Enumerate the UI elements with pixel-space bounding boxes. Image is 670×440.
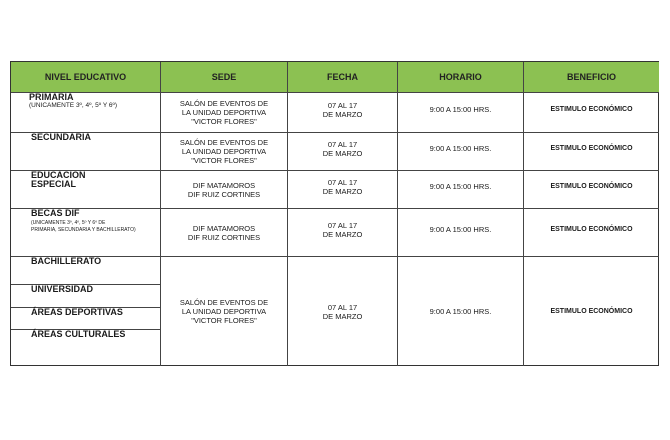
cell-text: 9:00 A 15:00 HRS. [429, 182, 492, 191]
nivel-cell: PRIMARIA (UNICAMENTE 3º, 4º, 5º Y 6º) [11, 93, 161, 133]
cell-text: SALÓN DE EVENTOS DE [179, 298, 269, 307]
sede-cell: DIF MATAMOROS DIF RUIZ CORTINES [161, 171, 288, 209]
header-beneficio: BENEFICIO [524, 62, 659, 93]
nivel-cell: ÁREAS DEPORTIVAS [11, 308, 161, 330]
cell-text: DE MARZO [322, 311, 363, 321]
cell-text: BENEFICIO [566, 71, 616, 82]
beneficio-cell: ESTIMULO ECONÓMICO [524, 133, 659, 171]
cell-text: DE MARZO [322, 148, 363, 158]
cell-text: "VICTOR FLORES" [191, 316, 257, 325]
cell-text: HORARIO [439, 71, 482, 82]
cell-text: 07 AL 17 [327, 139, 358, 149]
fecha-cell: 07 AL 17 DE MARZO [288, 93, 398, 133]
cell-text: (UNICAMENTE 3º, 4º, 5º Y 6º DE [31, 220, 106, 226]
beneficio-cell: ESTIMULO ECONÓMICO [524, 171, 659, 209]
beneficio-cell: ESTIMULO ECONÓMICO [524, 257, 659, 366]
cell-text: ESPECIAL [31, 179, 77, 189]
beneficio-cell: ESTIMULO ECONÓMICO [524, 93, 659, 133]
cell-text: 9:00 A 15:00 HRS. [429, 307, 492, 316]
cell-text: LA UNIDAD DEPORTIVA [181, 147, 267, 156]
cell-text: PRIMARIA [29, 92, 74, 102]
header-nivel: NIVEL EDUCATIVO [11, 62, 161, 93]
cell-text: BACHILLERATO [31, 256, 102, 266]
cell-text: "VICTOR FLORES" [191, 156, 257, 165]
cell-text: SEDE [211, 71, 237, 82]
beneficio-cell: ESTIMULO ECONÓMICO [524, 209, 659, 257]
fecha-cell: 07 AL 17 DE MARZO [288, 133, 398, 171]
cell-text: DIF RUIZ CORTINES [187, 189, 261, 199]
nivel-cell: BACHILLERATO [11, 257, 161, 285]
nivel-cell: ÁREAS CULTURALES [11, 330, 161, 366]
cell-text: SECUNDARIA [31, 132, 92, 142]
cell-text: DE MARZO [322, 229, 363, 239]
cell-text: DIF RUIZ CORTINES [187, 232, 261, 242]
fecha-cell: 07 AL 17 DE MARZO [288, 171, 398, 209]
cell-text: 9:00 A 15:00 HRS. [429, 105, 492, 114]
header-fecha: FECHA [288, 62, 398, 93]
fecha-cell: 07 AL 17 DE MARZO [288, 209, 398, 257]
cell-text: 07 AL 17 [327, 220, 358, 230]
nivel-cell: BECAS DIF (UNICAMENTE 3º, 4º, 5º Y 6º DE P… [11, 209, 161, 257]
nivel-cell: SECUNDARIA [11, 133, 161, 171]
cell-text: DE MARZO [322, 109, 363, 119]
header-horario: HORARIO [398, 62, 524, 93]
schedule-table: NIVEL EDUCATIVO SEDE FECHA HORARIO BENEFICIO… [10, 61, 659, 366]
fecha-cell: 07 AL 17 DE MARZO [288, 257, 398, 366]
cell-text: 07 AL 17 [327, 100, 358, 110]
cell-text: FECHA [327, 71, 358, 82]
cell-text: ÁREAS DEPORTIVAS [31, 307, 123, 317]
sede-cell: SALÓN DE EVENTOS DE LA UNIDAD DEPORTIVA "V… [161, 257, 288, 366]
cell-text: 07 AL 17 [327, 302, 358, 312]
horario-cell: 9:00 A 15:00 HRS. [398, 133, 524, 171]
cell-text: "VICTOR FLORES" [191, 117, 257, 126]
header-sede: SEDE [161, 62, 288, 93]
cell-text: EDUCACION [31, 170, 86, 180]
cell-text: ESTIMULO ECONÓMICO [550, 145, 633, 152]
cell-text: ESTIMULO ECONÓMICO [550, 308, 633, 315]
cell-text: ÁREAS CULTURALES [31, 329, 126, 339]
cell-text: ESTIMULO ECONÓMICO [550, 226, 633, 233]
cell-text: UNIVERSIDAD [31, 284, 94, 294]
cell-text: DIF MATAMOROS [192, 180, 256, 190]
cell-text: DE MARZO [322, 186, 363, 196]
cell-text: LA UNIDAD DEPORTIVA [181, 307, 267, 316]
cell-text: SALÓN DE EVENTOS DE [179, 99, 269, 108]
sede-cell: SALÓN DE EVENTOS DE LA UNIDAD DEPORTIVA "V… [161, 133, 288, 171]
horario-cell: 9:00 A 15:00 HRS. [398, 171, 524, 209]
nivel-cell: EDUCACION ESPECIAL [11, 171, 161, 209]
cell-text: DIF MATAMOROS [192, 223, 256, 233]
cell-text: ESTIMULO ECONÓMICO [550, 106, 633, 113]
horario-cell: 9:00 A 15:00 HRS. [398, 209, 524, 257]
cell-text: 9:00 A 15:00 HRS. [429, 144, 492, 153]
cell-text: ESTIMULO ECONÓMICO [550, 183, 633, 190]
sede-cell: DIF MATAMOROS DIF RUIZ CORTINES [161, 209, 288, 257]
horario-cell: 9:00 A 15:00 HRS. [398, 93, 524, 133]
cell-text: SALÓN DE EVENTOS DE [179, 138, 269, 147]
cell-text: PRIMARIA, SECUNDARIA Y BACHILLERATO) [31, 227, 136, 233]
cell-text: (UNICAMENTE 3º, 4º, 5º Y 6º) [29, 102, 118, 109]
sede-cell: SALÓN DE EVENTOS DE LA UNIDAD DEPORTIVA "V… [161, 93, 288, 133]
cell-text: 9:00 A 15:00 HRS. [429, 225, 492, 234]
cell-text: BECAS DIF [31, 208, 80, 218]
cell-text: 07 AL 17 [327, 177, 358, 187]
cell-text: LA UNIDAD DEPORTIVA [181, 108, 267, 117]
cell-text: NIVEL EDUCATIVO [44, 71, 127, 82]
horario-cell: 9:00 A 15:00 HRS. [398, 257, 524, 366]
nivel-cell: UNIVERSIDAD [11, 285, 161, 308]
